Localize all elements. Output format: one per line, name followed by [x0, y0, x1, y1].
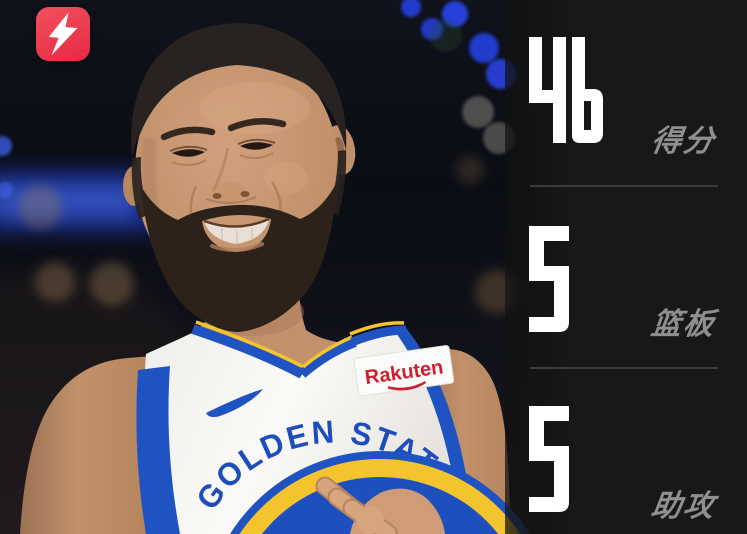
divider — [530, 185, 718, 187]
lightning-bolt-icon — [48, 12, 78, 56]
stat-rebounds-label: 篮板 — [649, 308, 718, 341]
player-figure: Rakuten GOLDEN STATE 30 — [20, 23, 530, 534]
stat-points-label: 得分 — [649, 125, 718, 158]
stat-assists-label: 助攻 — [649, 490, 718, 523]
beard — [141, 180, 338, 332]
stats-panel: 得分 篮板 助攻 — [505, 0, 747, 534]
nike-swoosh-icon — [206, 389, 263, 418]
hair — [131, 23, 347, 159]
left-arm — [20, 356, 152, 534]
stat-points-value — [529, 37, 603, 143]
divider — [530, 367, 718, 369]
stat-assists-value — [529, 406, 569, 512]
player-head — [123, 23, 356, 332]
rakuten-patch: Rakuten — [353, 345, 455, 397]
stat-rebounds-value — [529, 226, 569, 332]
lightning-badge — [36, 7, 90, 61]
player-hands — [315, 476, 445, 534]
